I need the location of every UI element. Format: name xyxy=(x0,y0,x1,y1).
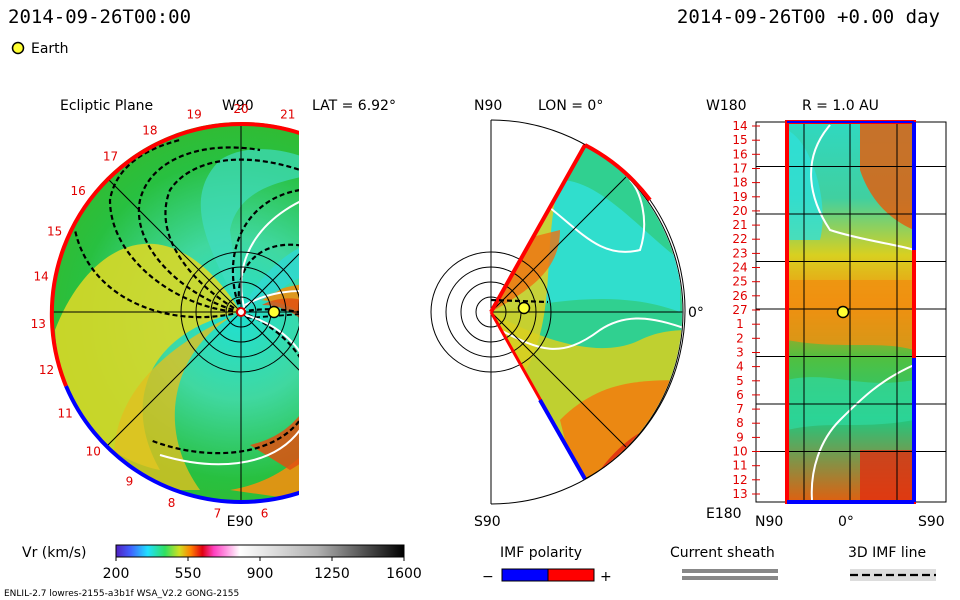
ecliptic-bottom-label: E90 xyxy=(227,514,254,530)
r-ytick: 11 xyxy=(732,459,747,473)
ecliptic-lat: LAT = 6.92° xyxy=(312,98,396,114)
r-ytick: 20 xyxy=(732,204,747,218)
imf-polarity-positive-swatch xyxy=(547,568,595,582)
carrington-tick: 13 xyxy=(31,317,46,331)
colorbar-gradient xyxy=(115,544,405,558)
r-ytick: 7 xyxy=(736,402,744,416)
imf-polarity-legend: IMF polarity − + xyxy=(482,545,612,585)
r-ytick: 2 xyxy=(736,331,744,345)
colorbar-label: Vr (km/s) xyxy=(22,545,86,561)
r-ytick: 10 xyxy=(732,445,747,459)
carrington-tick: 21 xyxy=(280,108,295,122)
r-xtick-n90: N90 xyxy=(755,514,783,530)
r-ytick: 13 xyxy=(732,487,747,501)
r-ytick: 18 xyxy=(732,176,747,190)
colorbar-tick: 1600 xyxy=(386,566,422,582)
earth-marker-meridional xyxy=(517,301,531,315)
carrington-tick: 15 xyxy=(47,225,62,239)
carrington-tick: 10 xyxy=(86,444,101,458)
carrington-tick: 6 xyxy=(261,507,269,521)
carrington-tick: 8 xyxy=(168,496,176,510)
colorbar-ticks: 200 550 900 1250 1600 xyxy=(103,557,422,582)
imf-line-legend: 3D IMF line xyxy=(848,545,936,581)
r-ytick: 3 xyxy=(736,346,744,360)
earth-legend-label: Earth xyxy=(31,41,69,57)
r-ytick: 22 xyxy=(732,232,747,246)
r-ytick: 14 xyxy=(732,119,747,133)
carrington-tick: 17 xyxy=(103,150,118,164)
time-right: 2014-09-26T00 +0.00 day xyxy=(677,6,940,28)
earth-marker-ecliptic xyxy=(267,305,281,319)
imf-polarity-negative-swatch xyxy=(501,568,549,582)
earth-legend-marker xyxy=(11,41,25,55)
colorbar-tick: 900 xyxy=(247,566,274,582)
carrington-tick: 16 xyxy=(71,184,86,198)
r-xtick-s90: S90 xyxy=(918,514,945,530)
imf-polarity-plus: + xyxy=(600,569,612,585)
footer-model: ENLIL-2.7 lowres-2155-a3b1f WSA_V2.2 GON… xyxy=(4,589,239,599)
colorbar-tick: 200 xyxy=(103,566,130,582)
r-ytick: 5 xyxy=(736,374,744,388)
r-ytick: 21 xyxy=(732,218,747,232)
r-ytick: 24 xyxy=(732,261,747,275)
meridional-title: LON = 0° xyxy=(538,98,603,114)
r-ytick: 26 xyxy=(732,289,747,303)
r-surface-ticks: 1415161718192021222324252627123456789101… xyxy=(732,119,760,501)
imf-polarity-title: IMF polarity xyxy=(500,545,582,561)
imf-line-title: 3D IMF line xyxy=(848,545,926,561)
r-surface-bottom-label: E180 xyxy=(706,506,742,522)
r-surface-title: R = 1.0 AU xyxy=(802,98,879,114)
earth-marker-r xyxy=(836,305,850,319)
current-sheath-title: Current sheath xyxy=(670,545,775,561)
meridional-mask xyxy=(299,118,491,508)
carrington-tick: 7 xyxy=(214,507,222,521)
r-ytick: 27 xyxy=(732,303,747,317)
ecliptic-border-negative-2 xyxy=(64,385,242,504)
carrington-tick: 18 xyxy=(142,124,157,138)
meridional-zero-label: 0° xyxy=(688,305,704,321)
carrington-tick: 19 xyxy=(187,108,202,122)
meridional-top-label: N90 xyxy=(474,98,502,114)
sun-marker xyxy=(236,307,246,317)
time-left: 2014-09-26T00:00 xyxy=(8,6,191,28)
r-ytick: 16 xyxy=(732,147,747,161)
meridional-bottom-label: S90 xyxy=(474,514,501,530)
r-ytick: 17 xyxy=(732,162,747,176)
r-ytick: 25 xyxy=(732,275,747,289)
carrington-tick: 9 xyxy=(126,475,134,489)
carrington-tick: 12 xyxy=(39,363,54,377)
r-surface-structure xyxy=(787,122,914,502)
meridional-panel: N90 LON = 0° xyxy=(298,98,704,530)
ecliptic-title: Ecliptic Plane xyxy=(60,98,153,114)
r-ytick: 19 xyxy=(732,190,747,204)
r-xtick-0: 0° xyxy=(838,514,854,530)
carrington-tick: 11 xyxy=(58,407,73,421)
imf-polarity-minus: − xyxy=(482,569,494,585)
r-ytick: 12 xyxy=(732,473,747,487)
carrington-tick: 20 xyxy=(233,102,248,116)
r-ytick: 8 xyxy=(736,416,744,430)
r-surface-panel: W180 R = 1.0 AU 141516171819202122232425… xyxy=(706,98,947,530)
r-ytick: 4 xyxy=(736,360,744,374)
r-surface-top-label: W180 xyxy=(706,98,747,114)
r-ytick: 23 xyxy=(732,246,747,260)
r-ytick: 6 xyxy=(736,388,744,402)
ecliptic-top-label: W90 xyxy=(222,98,254,114)
current-sheath-legend: Current sheath xyxy=(670,545,778,580)
r-ytick: 1 xyxy=(736,317,744,331)
colorbar: Vr (km/s) 200 550 900 1250 1600 xyxy=(22,544,422,582)
r-ytick: 9 xyxy=(736,430,744,444)
carrington-tick: 14 xyxy=(33,270,48,284)
colorbar-tick: 1250 xyxy=(314,566,350,582)
colorbar-tick: 550 xyxy=(175,566,202,582)
r-ytick: 15 xyxy=(732,133,747,147)
